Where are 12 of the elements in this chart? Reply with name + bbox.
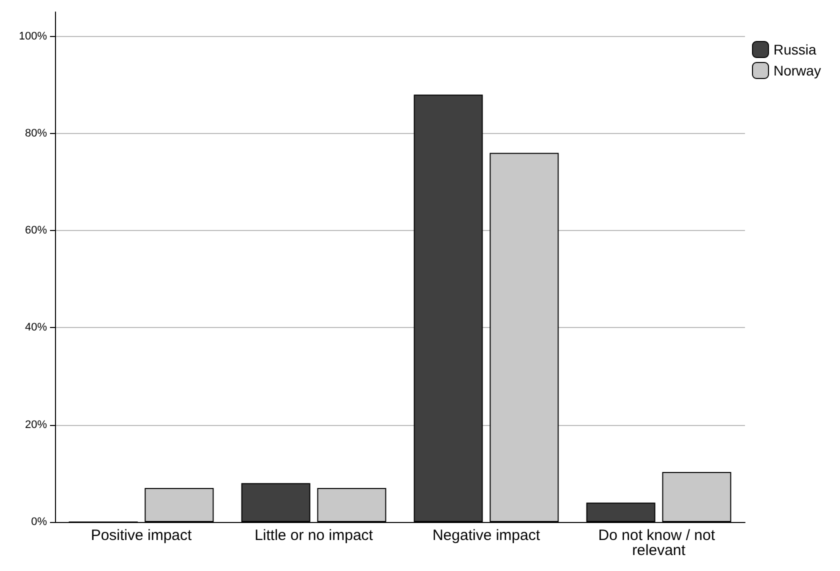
y-tick-label: 20% [24, 418, 48, 431]
x-tick-label: Negative impact [432, 527, 541, 544]
legend-label: Norway [774, 62, 821, 78]
x-tick-label: Do not know / not relevant [598, 527, 720, 559]
legend-label: Russia [774, 42, 817, 58]
y-tick-label: 40% [24, 322, 48, 334]
x-tick-label: Positive impact [90, 527, 193, 544]
y-tick-label: 60% [24, 224, 48, 237]
y-tick-label: 0% [31, 516, 48, 528]
x-tick-label: Little or no impact [254, 527, 374, 544]
y-tick-label: 100% [18, 30, 48, 42]
y-tick-label: 80% [24, 127, 48, 140]
